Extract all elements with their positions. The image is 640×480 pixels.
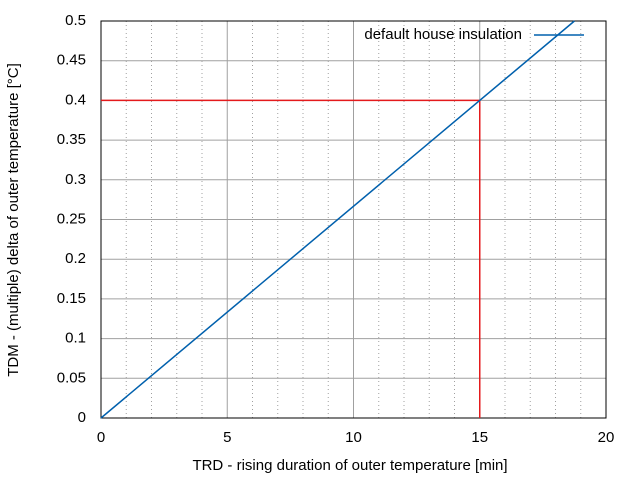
y-tick-label: 0 (78, 409, 86, 426)
y-tick-label: 0.4 (65, 91, 86, 108)
data-line (100, 20, 575, 419)
x-axis-label: TRD - rising duration of outer temperatu… (192, 457, 507, 474)
y-tick-label: 0.5 (65, 12, 86, 29)
x-tick-label: 0 (97, 429, 105, 446)
y-tick-label: 0.15 (57, 290, 86, 307)
legend-label: default house insulation (364, 26, 522, 43)
y-tick-label: 0.45 (57, 52, 86, 69)
x-tick-label: 5 (223, 429, 231, 446)
x-tick-label: 15 (471, 429, 488, 446)
y-tick-label: 0.05 (57, 369, 86, 386)
x-tick-label: 10 (345, 429, 362, 446)
y-tick-label: 0.25 (57, 210, 86, 227)
y-tick-label: 0.1 (65, 330, 86, 347)
x-tick-label: 20 (598, 429, 615, 446)
y-tick-label: 0.35 (57, 131, 86, 148)
y-axis-label: TDM - (multiple) delta of outer temperat… (5, 63, 22, 377)
y-tick-label: 0.2 (65, 250, 86, 267)
y-tick-label: 0.3 (65, 171, 86, 188)
plot-frame (100, 20, 607, 419)
